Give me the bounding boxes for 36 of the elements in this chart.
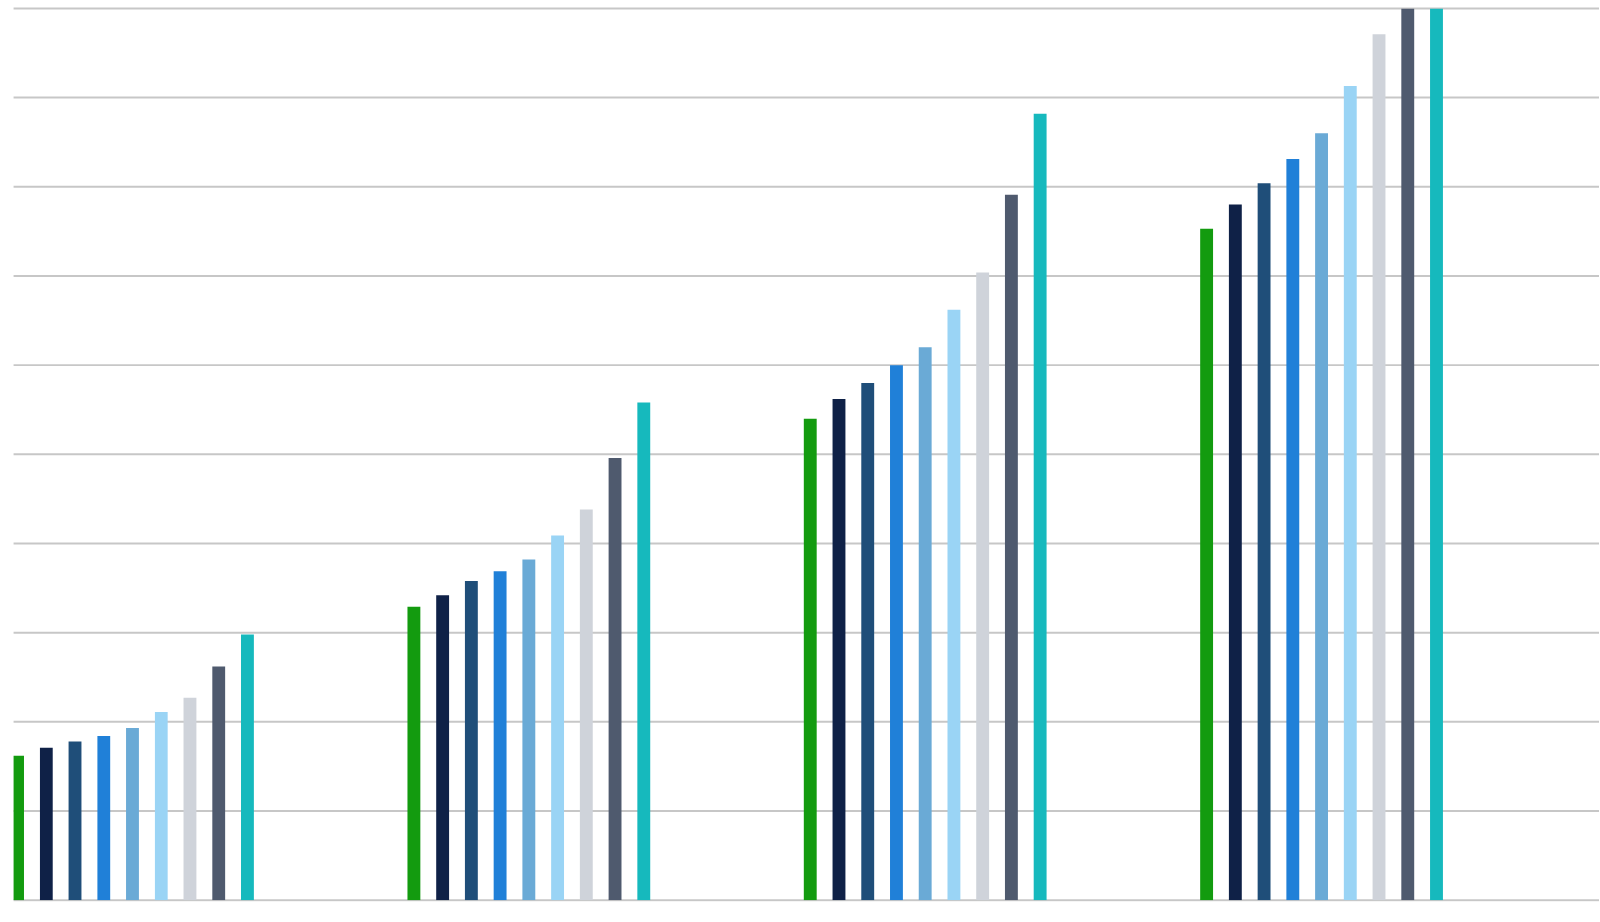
bar: [154, 711, 168, 901]
bar: [407, 606, 421, 901]
bar: [861, 382, 875, 901]
bar: [1401, 8, 1415, 901]
bar: [1343, 85, 1357, 901]
bar: [918, 347, 932, 901]
bar: [436, 595, 450, 901]
bar: [68, 741, 82, 901]
bar: [608, 457, 622, 901]
bar: [39, 747, 53, 901]
bar: [126, 728, 139, 901]
bar: [493, 571, 507, 901]
bar: [1200, 228, 1214, 901]
bar: [890, 365, 903, 901]
bar: [13, 755, 24, 901]
bar: [1033, 113, 1047, 901]
bar: [803, 418, 817, 901]
bar: [212, 666, 226, 901]
bar: [1430, 8, 1443, 901]
bar: [551, 535, 565, 901]
bar: [1004, 194, 1018, 901]
bar: [976, 272, 990, 901]
bar: [947, 309, 961, 901]
bar: [183, 697, 197, 901]
bar: [1372, 34, 1386, 901]
bar: [241, 634, 254, 901]
bar: [1257, 183, 1271, 901]
bar: [464, 580, 478, 901]
bar: [1228, 204, 1242, 901]
bar: [579, 509, 593, 901]
bar: [1315, 133, 1328, 901]
bar: [1286, 159, 1300, 901]
bar: [97, 736, 111, 901]
bar: [637, 402, 651, 901]
bar: [832, 398, 846, 901]
bar: [522, 559, 536, 901]
